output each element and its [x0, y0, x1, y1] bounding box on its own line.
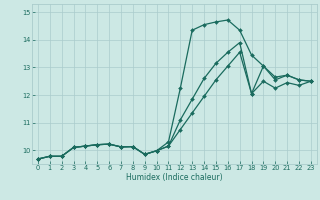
X-axis label: Humidex (Indice chaleur): Humidex (Indice chaleur) [126, 173, 223, 182]
